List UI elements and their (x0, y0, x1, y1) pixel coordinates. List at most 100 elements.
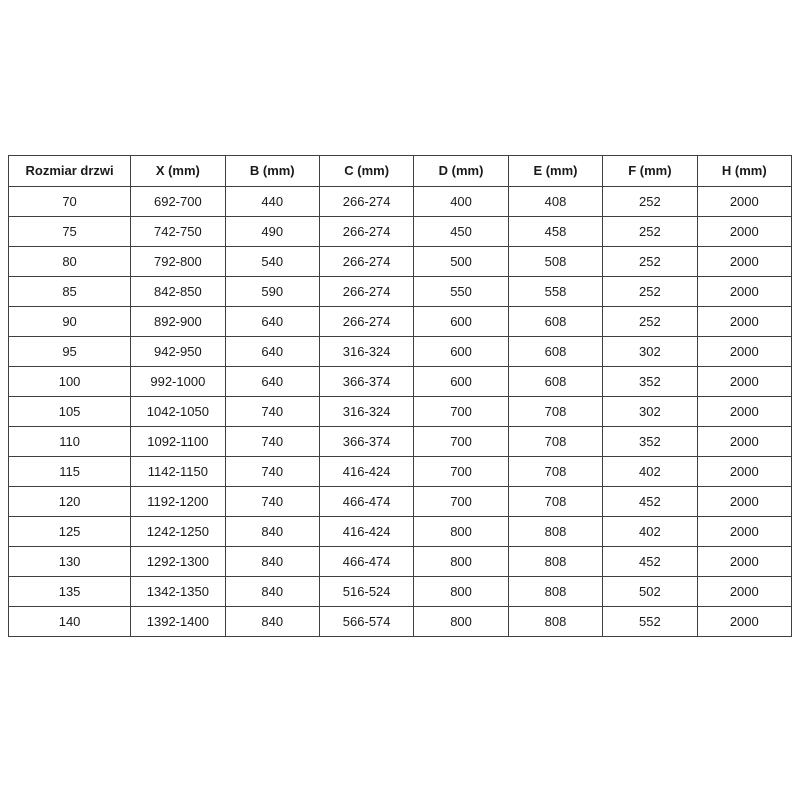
table-cell: 400 (413, 186, 509, 217)
table-body: 70 692-700 440 266-274 400 408 252 2000 75 742-75… (7, 186, 793, 637)
table-cell: 992-1000 (130, 366, 226, 397)
table-cell: 708 (507, 486, 604, 517)
table-cell: 266-274 (318, 306, 415, 337)
table-cell: 490 (224, 216, 320, 247)
table-cell: 450 (413, 216, 509, 247)
table-cell: 105 (7, 396, 132, 427)
table-cell: 252 (602, 186, 698, 217)
table-cell: 2000 (696, 246, 793, 277)
table-cell: 800 (413, 516, 509, 547)
table-cell: 2000 (696, 306, 793, 337)
table-row: 115 1142-1150 740 416-424 700 708 402 2000 (7, 456, 793, 487)
table-row: 125 1242-1250 840 416-424 800 808 402 2000 (7, 516, 793, 547)
table-cell: 808 (507, 606, 604, 637)
table-cell: 266-274 (318, 216, 415, 247)
table-row: 135 1342-1350 840 516-524 800 808 502 2000 (7, 576, 793, 607)
table-cell: 100 (7, 366, 132, 397)
table-cell: 808 (507, 516, 604, 547)
table-cell: 402 (602, 516, 698, 547)
table-cell: 558 (507, 276, 604, 307)
header-cell: E (mm) (507, 155, 604, 187)
table-cell: 266-274 (318, 276, 415, 307)
table-cell: 740 (224, 486, 320, 517)
table-cell: 700 (413, 456, 509, 487)
table-cell: 252 (602, 306, 698, 337)
table-cell: 316-324 (318, 396, 415, 427)
table-cell: 1292-1300 (130, 546, 226, 577)
table-cell: 792-800 (130, 246, 226, 277)
table-cell: 2000 (696, 546, 793, 577)
table-cell: 590 (224, 276, 320, 307)
table-cell: 266-274 (318, 246, 415, 277)
table-cell: 600 (413, 306, 509, 337)
table-cell: 692-700 (130, 186, 226, 217)
table-row: 110 1092-1100 740 366-374 700 708 352 2000 (7, 426, 793, 457)
table-row: 100 992-1000 640 366-374 600 608 352 2000 (7, 366, 793, 397)
table-cell: 466-474 (318, 486, 415, 517)
table-cell: 140 (7, 606, 132, 637)
table-cell: 600 (413, 336, 509, 367)
table-cell: 352 (602, 366, 698, 397)
table-cell: 1042-1050 (130, 396, 226, 427)
table-cell: 352 (602, 426, 698, 457)
table-row: 105 1042-1050 740 316-324 700 708 302 2000 (7, 396, 793, 427)
table-cell: 808 (507, 576, 604, 607)
table-cell: 130 (7, 546, 132, 577)
table-cell: 552 (602, 606, 698, 637)
table-cell: 2000 (696, 216, 793, 247)
table-cell: 1092-1100 (130, 426, 226, 457)
table-cell: 2000 (696, 486, 793, 517)
table-cell: 252 (602, 216, 698, 247)
table-cell: 502 (602, 576, 698, 607)
table-cell: 842-850 (130, 276, 226, 307)
table-cell: 458 (507, 216, 604, 247)
table-cell: 2000 (696, 426, 793, 457)
table-cell: 608 (507, 366, 604, 397)
table-cell: 80 (7, 246, 132, 277)
table-cell: 2000 (696, 606, 793, 637)
table-cell: 516-524 (318, 576, 415, 607)
table-cell: 740 (224, 426, 320, 457)
table-row: 70 692-700 440 266-274 400 408 252 2000 (7, 186, 793, 217)
table-cell: 452 (602, 546, 698, 577)
table-cell: 70 (7, 186, 132, 217)
table-cell: 808 (507, 546, 604, 577)
table-cell: 2000 (696, 336, 793, 367)
table-row: 140 1392-1400 840 566-574 800 808 552 2000 (7, 606, 793, 637)
header-cell: F (mm) (602, 155, 698, 187)
header-cell: Rozmiar drzwi (7, 155, 132, 187)
table-cell: 366-374 (318, 426, 415, 457)
header-cell: H (mm) (696, 155, 793, 187)
table-cell: 840 (224, 516, 320, 547)
table-cell: 840 (224, 546, 320, 577)
table-row: 120 1192-1200 740 466-474 700 708 452 2000 (7, 486, 793, 517)
table-cell: 266-274 (318, 186, 415, 217)
table-cell: 566-574 (318, 606, 415, 637)
table-cell: 316-324 (318, 336, 415, 367)
table-cell: 2000 (696, 186, 793, 217)
table-cell: 2000 (696, 276, 793, 307)
table-cell: 708 (507, 456, 604, 487)
table-cell: 115 (7, 456, 132, 487)
table-cell: 302 (602, 396, 698, 427)
table-cell: 2000 (696, 456, 793, 487)
table-cell: 440 (224, 186, 320, 217)
table-row: 85 842-850 590 266-274 550 558 252 2000 (7, 276, 793, 307)
table-cell: 942-950 (130, 336, 226, 367)
table-cell: 125 (7, 516, 132, 547)
table-cell: 840 (224, 606, 320, 637)
table-cell: 302 (602, 336, 698, 367)
table-cell: 416-424 (318, 456, 415, 487)
table-cell: 85 (7, 276, 132, 307)
table-cell: 700 (413, 396, 509, 427)
table-cell: 402 (602, 456, 698, 487)
table-cell: 120 (7, 486, 132, 517)
table-cell: 800 (413, 606, 509, 637)
header-cell: D (mm) (413, 155, 509, 187)
table-cell: 1242-1250 (130, 516, 226, 547)
table-cell: 1192-1200 (130, 486, 226, 517)
table-cell: 800 (413, 546, 509, 577)
table-cell: 1142-1150 (130, 456, 226, 487)
table-cell: 550 (413, 276, 509, 307)
